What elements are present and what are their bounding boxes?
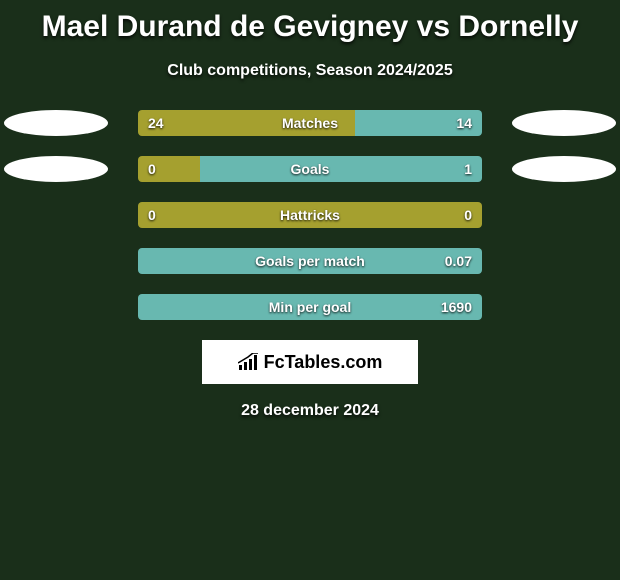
stat-row: Goals per match 0.07: [0, 248, 620, 274]
stat-bar: 24 Matches 14: [138, 110, 482, 136]
stat-label: Hattricks: [280, 207, 340, 223]
stat-bar: Goals per match 0.07: [138, 248, 482, 274]
stat-value-right: 0: [464, 207, 472, 223]
logo-label: FcTables.com: [264, 352, 383, 373]
stat-label: Matches: [282, 115, 338, 131]
stat-row: 0 Goals 1: [0, 156, 620, 182]
player-avatar-left: [4, 156, 108, 182]
stat-value-left: 24: [148, 115, 164, 131]
stat-value-right: 1690: [441, 299, 472, 315]
avatar-spacer: [4, 294, 108, 320]
avatar-spacer: [512, 248, 616, 274]
avatar-spacer: [4, 248, 108, 274]
stat-value-right: 1: [464, 161, 472, 177]
subtitle: Club competitions, Season 2024/2025: [0, 62, 620, 80]
chart-icon: [238, 353, 260, 371]
stat-bar: 0 Hattricks 0: [138, 202, 482, 228]
page-title: Mael Durand de Gevigney vs Dornelly: [0, 0, 620, 44]
logo-text: FcTables.com: [238, 352, 383, 373]
player-avatar-right: [512, 110, 616, 136]
stat-value-left: 0: [148, 161, 156, 177]
stat-row: 24 Matches 14: [0, 110, 620, 136]
stat-row: 0 Hattricks 0: [0, 202, 620, 228]
stat-bar: Min per goal 1690: [138, 294, 482, 320]
stats-container: 24 Matches 14 0 Goals 1 0 Hattricks 0 Goals per m…: [0, 110, 620, 320]
player-avatar-left: [4, 110, 108, 136]
stat-label: Min per goal: [269, 299, 351, 315]
bar-right-segment: [200, 156, 482, 182]
player-avatar-right: [512, 156, 616, 182]
stat-label: Goals: [291, 161, 330, 177]
stat-value-right: 0.07: [445, 253, 472, 269]
stat-value-right: 14: [456, 115, 472, 131]
stat-label: Goals per match: [255, 253, 365, 269]
stat-value-left: 0: [148, 207, 156, 223]
avatar-spacer: [512, 294, 616, 320]
date-label: 28 december 2024: [0, 402, 620, 420]
stat-bar: 0 Goals 1: [138, 156, 482, 182]
logo-box[interactable]: FcTables.com: [202, 340, 418, 384]
stat-row: Min per goal 1690: [0, 294, 620, 320]
avatar-spacer: [512, 202, 616, 228]
avatar-spacer: [4, 202, 108, 228]
